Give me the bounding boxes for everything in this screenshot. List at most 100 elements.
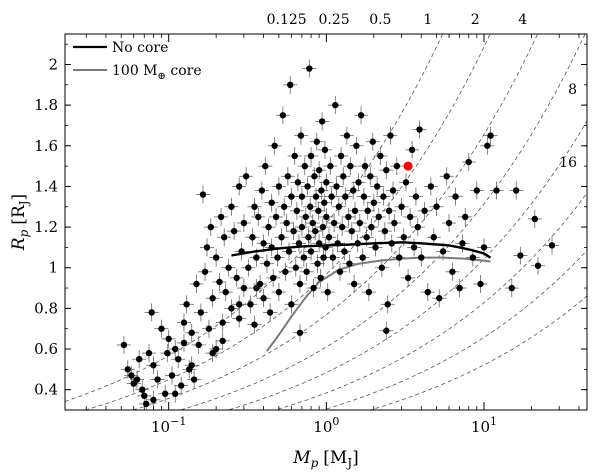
data-point [383, 166, 390, 174]
density-label: 0.125 [267, 12, 307, 28]
data-point [548, 242, 556, 249]
data-point [439, 248, 447, 255]
data-point [385, 207, 393, 215]
data-point [430, 234, 437, 241]
data-point [400, 234, 408, 241]
data-point [433, 203, 440, 210]
data-point [242, 173, 250, 180]
data-point [360, 193, 368, 200]
data-point [307, 203, 314, 210]
density-label: 2 [471, 12, 480, 28]
data-point [459, 240, 466, 247]
data-point [365, 288, 373, 296]
data-point [328, 193, 335, 200]
y-tick-label: 1.2 [34, 218, 58, 236]
data-point [381, 227, 389, 235]
data-point [477, 280, 484, 288]
density-labels: 0.125 0.25 0.5 1 2 4 8 16 [267, 12, 577, 171]
data-point [258, 187, 266, 194]
data-point [361, 162, 369, 170]
data-point [410, 244, 418, 251]
data-point [375, 213, 382, 221]
data-point [318, 118, 326, 125]
data-point [337, 152, 345, 160]
highlight-point [403, 161, 413, 171]
data-point [315, 240, 323, 247]
data-point [384, 301, 391, 308]
data-point [323, 179, 330, 186]
data-point [359, 254, 366, 261]
data-point [364, 207, 371, 215]
y-tick-label: 0.6 [34, 340, 58, 358]
data-point [177, 382, 185, 389]
density-curve [84, 34, 491, 410]
data-point [517, 252, 524, 259]
data-point [188, 329, 195, 336]
data-point [199, 191, 207, 198]
model-curve [266, 256, 491, 352]
density-curve [369, 295, 587, 410]
data-point [150, 396, 157, 404]
data-point [279, 112, 287, 119]
data-point [253, 284, 260, 292]
data-point [222, 288, 229, 296]
data-point [297, 132, 305, 139]
data-point [315, 166, 323, 174]
data-point [324, 288, 331, 296]
data-point [424, 288, 431, 296]
data-point [296, 329, 304, 336]
data-point [341, 248, 348, 255]
data-point [293, 207, 301, 215]
data-point [357, 112, 365, 119]
data-point [203, 244, 211, 251]
x-tick-label: 101 [471, 415, 497, 436]
data-point [235, 183, 243, 190]
y-axis-title: Rp[RJ] [9, 194, 31, 251]
data-point [383, 327, 390, 334]
data-point [307, 152, 315, 160]
y-tick-label: 1.6 [34, 137, 58, 155]
data-point [148, 309, 155, 316]
data-point [333, 183, 340, 190]
data-point [201, 268, 209, 275]
data-point [268, 199, 275, 206]
data-point [508, 284, 515, 292]
data-point [135, 355, 143, 363]
data-point [275, 288, 283, 296]
data-point [183, 301, 190, 308]
data-point [207, 223, 215, 231]
data-point [307, 248, 315, 255]
data-point [363, 234, 370, 241]
data-point [274, 254, 281, 261]
data-point [266, 309, 274, 316]
axes: 0.4 0.6 0.8 1 1.2 1.4 1.6 1.8 2 10−1 100 101 [34, 34, 587, 436]
data-point [418, 254, 425, 261]
data-point [378, 264, 386, 271]
data-point [247, 301, 254, 308]
data-point [150, 362, 157, 369]
data-point [306, 65, 313, 72]
data-point [414, 223, 421, 231]
data-point [124, 366, 131, 373]
data-point [310, 284, 317, 292]
data-point [387, 132, 394, 139]
data-point [154, 376, 161, 383]
data-point [317, 274, 324, 282]
y-tick-label: 1 [48, 259, 58, 277]
data-point [205, 325, 213, 332]
data-point [265, 223, 272, 231]
data-point [142, 400, 150, 408]
data-point [443, 173, 450, 180]
data-point [305, 234, 312, 241]
data-point [487, 132, 494, 139]
data-point [484, 142, 491, 149]
data-point [402, 179, 410, 186]
data-point [309, 219, 316, 227]
data-point [452, 193, 459, 200]
data-point [268, 244, 275, 251]
data-point [269, 274, 277, 282]
data-point [288, 301, 295, 308]
y-tick-label: 1.8 [34, 96, 58, 114]
data-point [164, 349, 171, 357]
data-point [334, 240, 341, 247]
